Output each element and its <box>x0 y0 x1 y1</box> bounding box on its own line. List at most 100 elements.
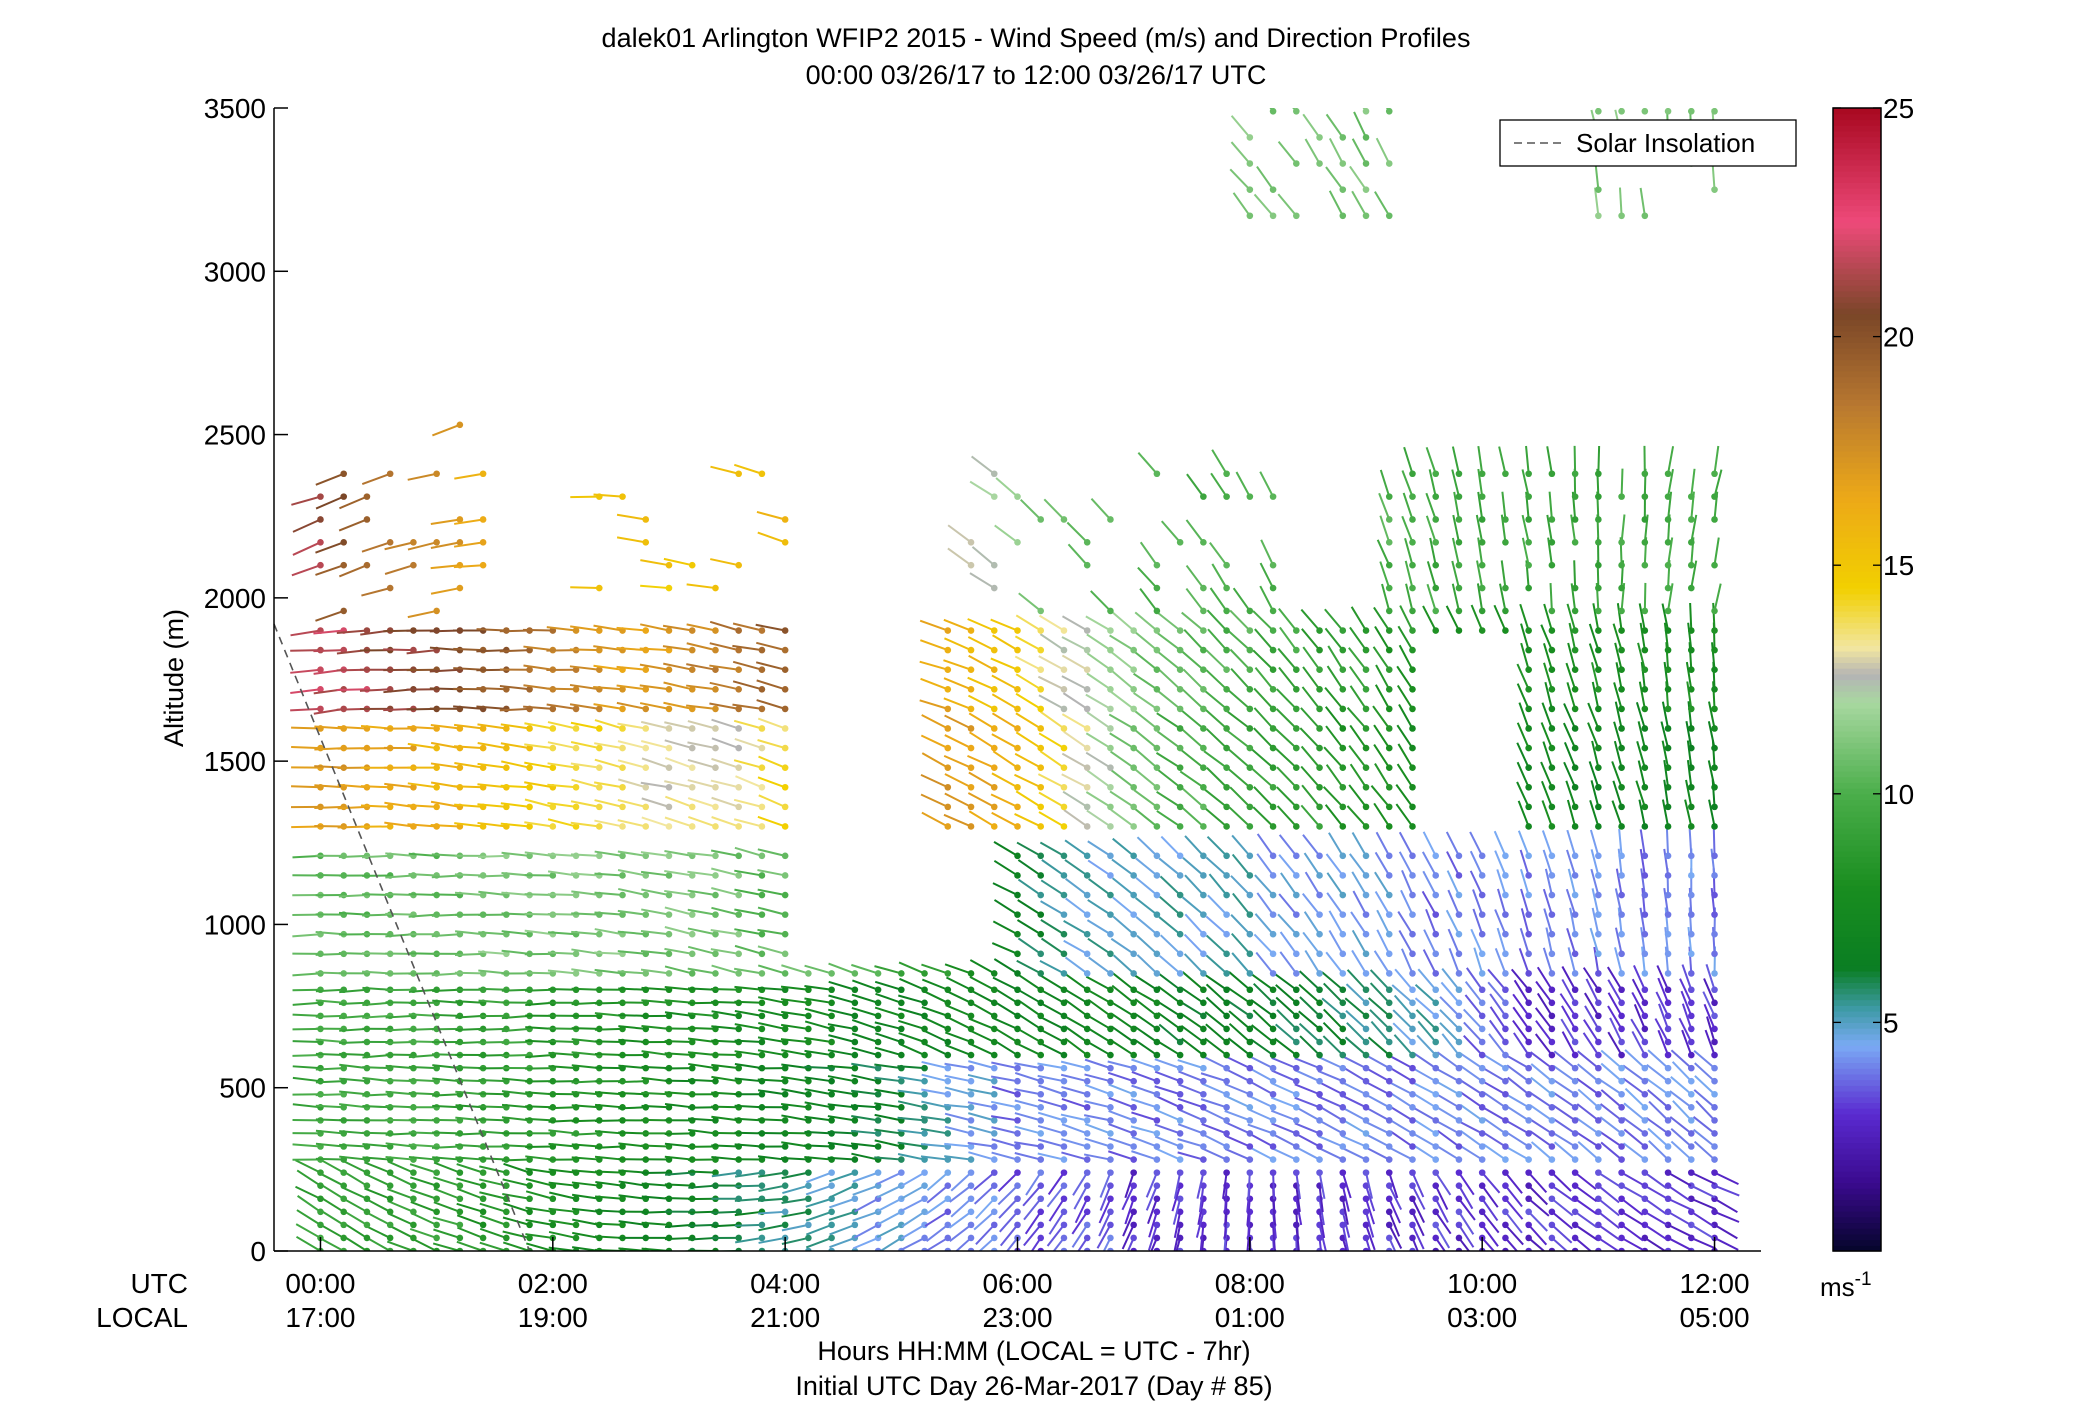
wind-barb-dot <box>1107 1012 1114 1020</box>
wind-barb-dot <box>1316 1143 1323 1150</box>
wind-barb-dot <box>526 1195 533 1203</box>
wind-barb-dot <box>1153 911 1161 918</box>
wind-barb-dot <box>1385 1051 1393 1059</box>
wind-barb-dot <box>1478 891 1486 899</box>
wind-barb-stick <box>950 1171 972 1192</box>
wind-barb-dot <box>1432 1195 1440 1203</box>
wind-barb <box>1040 919 1068 938</box>
wind-barb-dot <box>898 1104 905 1111</box>
wind-barb-stick <box>1063 920 1088 936</box>
wind-barb-stick <box>1528 1197 1550 1217</box>
wind-barb-stick <box>1254 913 1274 935</box>
wind-barb-stick <box>388 1224 414 1239</box>
wind-barb-dot <box>1223 1143 1230 1150</box>
wind-barb-dot <box>1455 1117 1463 1124</box>
wind-barb-stick <box>1085 975 1111 991</box>
wind-barb <box>295 1159 324 1176</box>
wind-barb-dot <box>1664 1025 1672 1033</box>
wind-barb-dot <box>1037 1025 1045 1033</box>
wind-barb-dot <box>1107 911 1114 918</box>
wind-barb-dot <box>1083 1038 1091 1046</box>
wind-barb-dot <box>433 1143 440 1150</box>
wind-barb-stick <box>900 1184 926 1200</box>
wind-barb-dot <box>805 1234 812 1242</box>
wind-barb-stick <box>1157 985 1181 1004</box>
wind-barb-dot <box>1293 1143 1300 1150</box>
wind-barb-stick <box>1040 879 1065 896</box>
wind-barb <box>1087 859 1114 879</box>
wind-barb <box>1633 965 1649 994</box>
wind-barb <box>1111 858 1137 879</box>
wind-barb-stick <box>618 1194 646 1200</box>
wind-barb-dot <box>1316 1025 1323 1033</box>
wind-barb <box>1061 1151 1091 1163</box>
wind-barb-dot <box>1595 1143 1602 1150</box>
wind-barb <box>1052 1234 1068 1251</box>
wind-barb-stick <box>641 1144 670 1148</box>
wind-barb-dot <box>1339 852 1347 860</box>
wind-barb-dot <box>1107 1077 1114 1085</box>
wind-barb-dot <box>1618 1012 1625 1020</box>
wind-barb-stick <box>571 1181 600 1187</box>
wind-barb-dot <box>1223 970 1230 977</box>
wind-barb-dot <box>805 1090 812 1098</box>
wind-barb-dot <box>1037 1130 1045 1137</box>
wind-barb-stick <box>1388 1054 1413 1070</box>
wind-barb-dot <box>1014 950 1021 958</box>
wind-barb-dot <box>1060 1012 1068 1020</box>
wind-barb-stick <box>1458 1144 1483 1161</box>
wind-barb-stick <box>1109 1000 1135 1017</box>
wind-barb-dot <box>1339 1143 1347 1150</box>
wind-barb-dot <box>386 1195 394 1203</box>
wind-barb-stick <box>1040 900 1065 916</box>
wind-barb <box>1512 993 1532 1020</box>
wind-barb-dot <box>1618 872 1625 879</box>
wind-barb-dot <box>1664 1051 1672 1059</box>
wind-barb-dot <box>1223 1117 1230 1124</box>
wind-barb-dot <box>1083 970 1091 977</box>
wind-barb-dot <box>781 1195 789 1203</box>
wind-barb-stick <box>342 1197 368 1213</box>
wind-barb-dot <box>990 1169 998 1176</box>
wind-barb-dot <box>1571 1221 1579 1229</box>
wind-barb-stick <box>455 1132 484 1136</box>
wind-barb-dot <box>1711 999 1718 1007</box>
wind-barb <box>1205 954 1230 977</box>
wind-barb-dot <box>1664 1130 1672 1137</box>
wind-barb-dot <box>1664 930 1672 938</box>
wind-barb-dot <box>1339 1038 1347 1046</box>
wind-barb-stick <box>1481 1237 1496 1251</box>
wind-barb-stick <box>1039 841 1065 857</box>
wind-barb <box>734 1182 766 1189</box>
wind-barb-dot <box>1339 1247 1347 1251</box>
wind-barb-stick <box>385 1142 414 1148</box>
wind-barb-dot <box>1548 1012 1556 1020</box>
wind-barb-dot <box>1223 1025 1230 1033</box>
wind-barb-dot <box>526 1182 533 1189</box>
wind-barb-stick <box>571 1143 600 1148</box>
wind-barb-stick <box>295 1185 321 1200</box>
wind-barb-dot <box>1455 1169 1463 1176</box>
wind-barb-dot <box>967 986 975 994</box>
wind-barb-dot <box>688 970 696 977</box>
wind-barb-dot <box>1618 1051 1625 1059</box>
wind-barb-dot <box>735 1234 742 1242</box>
wind-barb-dot <box>1478 1130 1486 1137</box>
wind-barb-stick <box>1087 840 1111 857</box>
wind-barb-dot <box>874 1117 882 1124</box>
wind-barb-dot <box>1362 950 1370 958</box>
wind-barb-dot <box>1060 1221 1068 1229</box>
wind-barb-stick <box>1202 1055 1228 1070</box>
wind-barb <box>1455 1208 1475 1235</box>
wind-barb-dot <box>433 1104 440 1111</box>
wind-barb <box>1072 1169 1091 1196</box>
wind-barb <box>805 1234 835 1249</box>
wind-barb <box>828 1247 835 1251</box>
wind-barb-dot <box>1316 891 1323 899</box>
wind-barb-stick <box>1551 1237 1569 1251</box>
wind-barb <box>1641 1169 1668 1189</box>
wind-barb-stick <box>757 1118 786 1122</box>
wind-barb-stick <box>410 1200 437 1213</box>
wind-barb-dot <box>1548 1117 1556 1124</box>
wind-barb-dot <box>1037 1104 1045 1111</box>
